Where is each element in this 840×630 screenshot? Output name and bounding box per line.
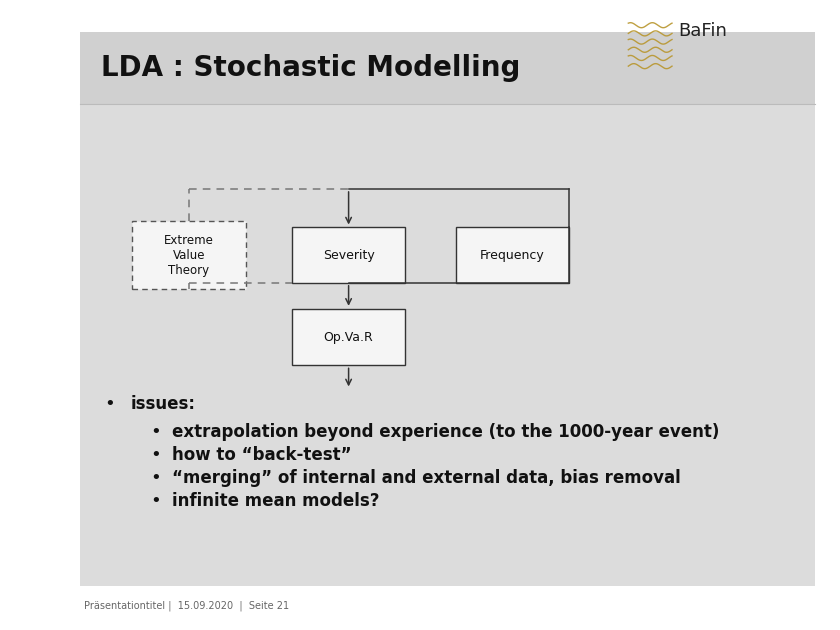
Text: how to “back-test”: how to “back-test”	[172, 446, 352, 464]
Text: Frequency: Frequency	[480, 249, 545, 261]
Bar	[292, 227, 405, 283]
Bar	[88, 110, 806, 580]
Text: •: •	[150, 493, 160, 510]
Bar	[133, 221, 246, 289]
Text: LDA : Stochastic Modelling: LDA : Stochastic Modelling	[101, 54, 520, 82]
Text: issues:: issues:	[130, 396, 195, 413]
Text: Op.Va.R: Op.Va.R	[323, 331, 374, 343]
Text: •: •	[150, 446, 160, 464]
Text: BaFin: BaFin	[679, 23, 727, 40]
Text: •: •	[150, 469, 160, 487]
Text: “merging” of internal and external data, bias removal: “merging” of internal and external data,…	[172, 469, 681, 487]
Text: Präsentationtitel |  15.09.2020  |  Seite 21: Präsentationtitel | 15.09.2020 | Seite 2…	[84, 601, 289, 611]
Text: •: •	[104, 396, 114, 413]
Text: infinite mean models?: infinite mean models?	[172, 493, 380, 510]
Bar	[80, 32, 815, 586]
Bar	[455, 227, 570, 283]
Text: Extreme
Value
Theory: Extreme Value Theory	[164, 234, 214, 277]
Text: extrapolation beyond experience (to the 1000-year event): extrapolation beyond experience (to the …	[172, 423, 720, 440]
Bar	[80, 104, 815, 586]
Text: •: •	[150, 423, 160, 440]
Bar	[80, 32, 815, 104]
Text: Severity: Severity	[323, 249, 375, 261]
Bar	[292, 309, 405, 365]
